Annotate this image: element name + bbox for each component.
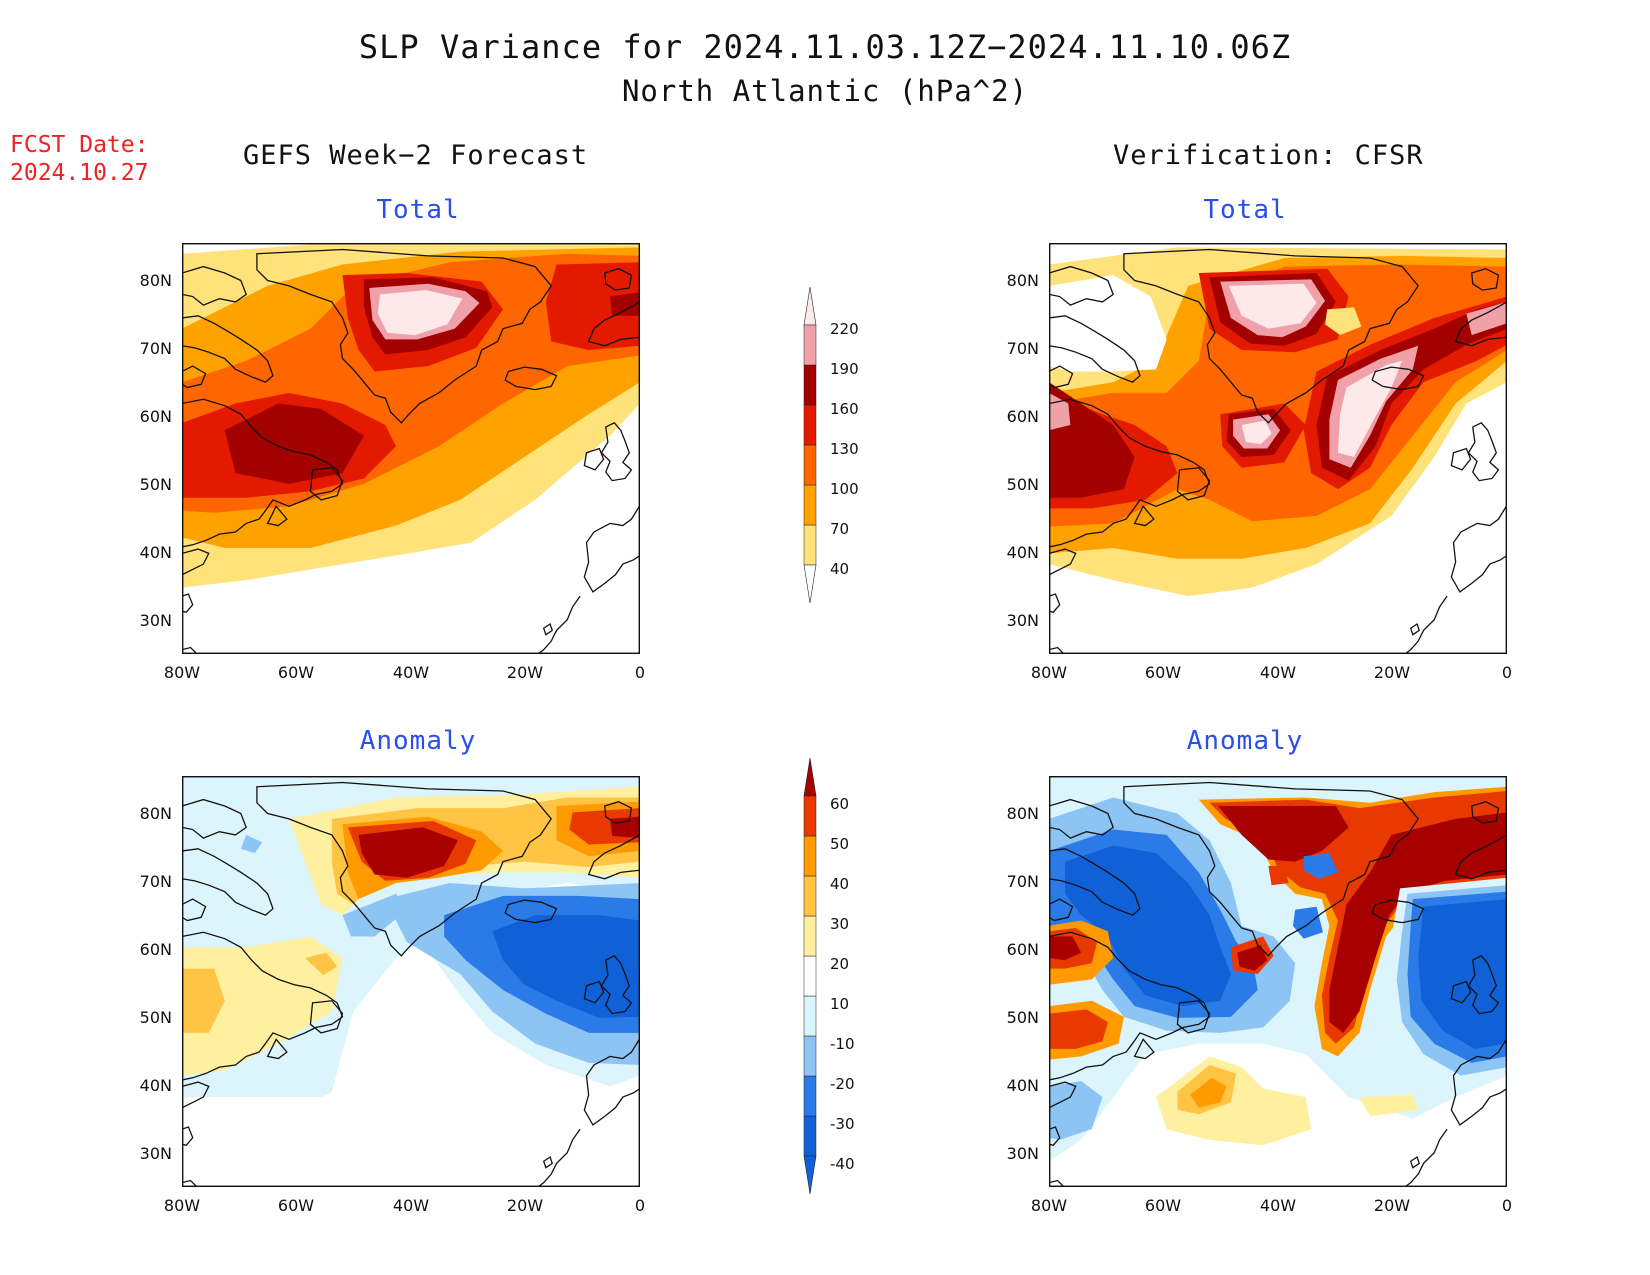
colorbar-segment bbox=[804, 836, 816, 876]
lon-label: 20W bbox=[495, 663, 555, 682]
fcst-date-value: 2024.10.27 bbox=[10, 160, 148, 186]
colorbar-label: -20 bbox=[830, 1075, 855, 1093]
colorbar-top-triangle bbox=[804, 758, 816, 796]
lon-label: 0 bbox=[610, 1196, 670, 1215]
lon-label: 40W bbox=[381, 1196, 441, 1215]
lon-label: 80W bbox=[1019, 1196, 1079, 1215]
lat-label: 80N bbox=[126, 271, 172, 290]
lon-label: 60W bbox=[266, 1196, 326, 1215]
colorbar-segment bbox=[804, 405, 816, 445]
lat-label: 50N bbox=[126, 1008, 172, 1027]
colorbar-label: 20 bbox=[830, 955, 849, 973]
lon-label: 0 bbox=[610, 663, 670, 682]
colorbar-label: 70 bbox=[830, 520, 849, 538]
lat-label: 70N bbox=[993, 872, 1039, 891]
lat-label: 30N bbox=[126, 611, 172, 630]
lat-label: 40N bbox=[993, 1076, 1039, 1095]
panel-title-verification-anomaly: Anomaly bbox=[1015, 726, 1475, 756]
lat-label: 30N bbox=[993, 1144, 1039, 1163]
colorbar-segment bbox=[804, 996, 816, 1036]
lat-label: 40N bbox=[993, 543, 1039, 562]
colorbar-label: -30 bbox=[830, 1115, 855, 1133]
map-verification-anomaly bbox=[1049, 776, 1507, 1187]
colorbar-segment bbox=[804, 365, 816, 405]
lon-label: 60W bbox=[1133, 663, 1193, 682]
lon-label: 20W bbox=[1362, 1196, 1422, 1215]
colorbar-total bbox=[800, 285, 820, 615]
panel-title-forecast-total: Total bbox=[188, 195, 648, 225]
lat-label: 70N bbox=[126, 872, 172, 891]
colorbar-segment bbox=[804, 1116, 816, 1156]
lat-label: 30N bbox=[126, 1144, 172, 1163]
lat-label: 50N bbox=[993, 1008, 1039, 1027]
lat-label: 80N bbox=[993, 804, 1039, 823]
lat-label: 80N bbox=[126, 804, 172, 823]
column-title-forecast: GEFS Week−2 Forecast bbox=[243, 140, 588, 171]
lat-label: 40N bbox=[126, 543, 172, 562]
colorbar-segment bbox=[804, 485, 816, 525]
colorbar-label: 100 bbox=[830, 480, 859, 498]
main-title: SLP Variance for 2024.11.03.12Z−2024.11.… bbox=[0, 28, 1650, 66]
lon-label: 40W bbox=[1248, 1196, 1308, 1215]
lat-label: 40N bbox=[126, 1076, 172, 1095]
colorbar-label: 30 bbox=[830, 915, 849, 933]
colorbar-label: 10 bbox=[830, 995, 849, 1013]
colorbar-segment bbox=[804, 916, 816, 956]
lon-label: 80W bbox=[1019, 663, 1079, 682]
colorbar-segment bbox=[804, 1036, 816, 1076]
colorbar-label: -40 bbox=[830, 1155, 855, 1173]
lon-label: 40W bbox=[1248, 663, 1308, 682]
colorbar-segment bbox=[804, 325, 816, 365]
lon-label: 40W bbox=[381, 663, 441, 682]
colorbar-label: 220 bbox=[830, 320, 859, 338]
lon-label: 0 bbox=[1477, 1196, 1537, 1215]
column-title-verification: Verification: CFSR bbox=[1113, 140, 1424, 171]
fcst-date-label: FCST Date: bbox=[10, 132, 148, 158]
lat-label: 60N bbox=[993, 940, 1039, 959]
colorbar-top-triangle bbox=[804, 287, 816, 325]
lon-label: 60W bbox=[1133, 1196, 1193, 1215]
colorbar-label: 190 bbox=[830, 360, 859, 378]
main-subtitle: North Atlantic (hPa^2) bbox=[0, 74, 1650, 108]
colorbar-label: 160 bbox=[830, 400, 859, 418]
colorbar-label: 40 bbox=[830, 560, 849, 578]
colorbar-segment bbox=[804, 445, 816, 485]
lat-label: 60N bbox=[993, 407, 1039, 426]
panel-title-verification-total: Total bbox=[1015, 195, 1475, 225]
lat-label: 30N bbox=[993, 611, 1039, 630]
lon-label: 80W bbox=[152, 663, 212, 682]
colorbar-segment bbox=[804, 796, 816, 836]
lon-label: 60W bbox=[266, 663, 326, 682]
panel-title-forecast-anomaly: Anomaly bbox=[188, 726, 648, 756]
colorbar-segment bbox=[804, 956, 816, 996]
lon-label: 80W bbox=[152, 1196, 212, 1215]
lon-label: 20W bbox=[495, 1196, 555, 1215]
map-forecast-anomaly bbox=[182, 776, 640, 1187]
lon-label: 20W bbox=[1362, 663, 1422, 682]
lon-label: 0 bbox=[1477, 663, 1537, 682]
lat-label: 50N bbox=[993, 475, 1039, 494]
map-verification-total bbox=[1049, 243, 1507, 654]
lat-label: 70N bbox=[993, 339, 1039, 358]
lat-label: 60N bbox=[126, 407, 172, 426]
lat-label: 60N bbox=[126, 940, 172, 959]
colorbar-anomaly bbox=[800, 756, 820, 1206]
colorbar-label: 130 bbox=[830, 440, 859, 458]
colorbar-segment bbox=[804, 1076, 816, 1116]
colorbar-label: 40 bbox=[830, 875, 849, 893]
lat-label: 50N bbox=[126, 475, 172, 494]
lat-label: 70N bbox=[126, 339, 172, 358]
lat-label: 80N bbox=[993, 271, 1039, 290]
colorbar-bottom-triangle bbox=[804, 1156, 816, 1194]
colorbar-segment bbox=[804, 525, 816, 565]
colorbar-label: -10 bbox=[830, 1035, 855, 1053]
map-forecast-total bbox=[182, 243, 640, 654]
colorbar-label: 50 bbox=[830, 835, 849, 853]
colorbar-label: 60 bbox=[830, 795, 849, 813]
colorbar-bottom-triangle bbox=[804, 565, 816, 603]
colorbar-segment bbox=[804, 876, 816, 916]
